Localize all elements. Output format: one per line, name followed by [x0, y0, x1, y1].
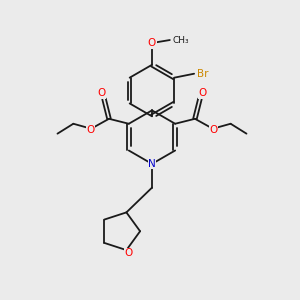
Text: O: O — [124, 248, 133, 258]
Text: N: N — [148, 159, 156, 169]
Text: O: O — [148, 38, 156, 48]
Text: O: O — [97, 88, 105, 98]
Text: O: O — [210, 125, 218, 135]
Text: Br: Br — [197, 69, 208, 79]
Text: O: O — [86, 125, 94, 135]
Text: CH₃: CH₃ — [173, 35, 189, 44]
Text: O: O — [199, 88, 207, 98]
